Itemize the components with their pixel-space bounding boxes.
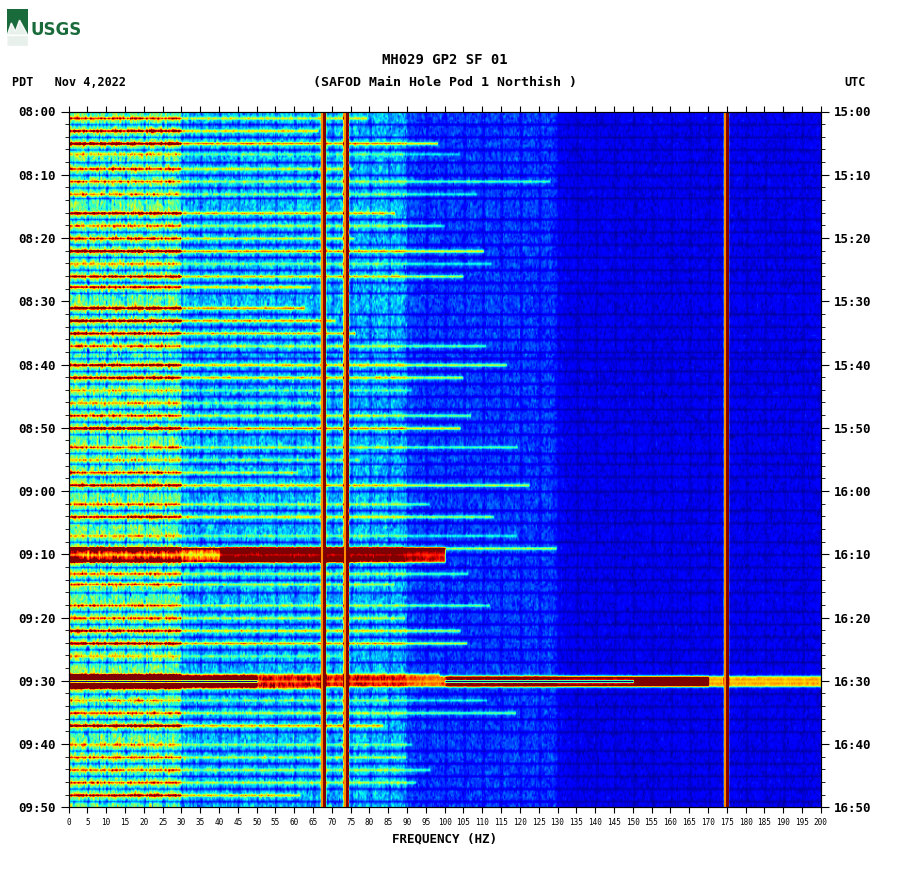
Text: PDT   Nov 4,2022: PDT Nov 4,2022 [12, 76, 125, 89]
Text: MH029 GP2 SF 01: MH029 GP2 SF 01 [382, 53, 508, 67]
Polygon shape [7, 21, 28, 35]
Bar [7, 9, 28, 46]
Text: USGS: USGS [31, 21, 82, 38]
Text: (SAFOD Main Hole Pod 1 Northish ): (SAFOD Main Hole Pod 1 Northish ) [313, 76, 576, 89]
X-axis label: FREQUENCY (HZ): FREQUENCY (HZ) [392, 832, 497, 846]
Text: UTC: UTC [844, 76, 866, 89]
